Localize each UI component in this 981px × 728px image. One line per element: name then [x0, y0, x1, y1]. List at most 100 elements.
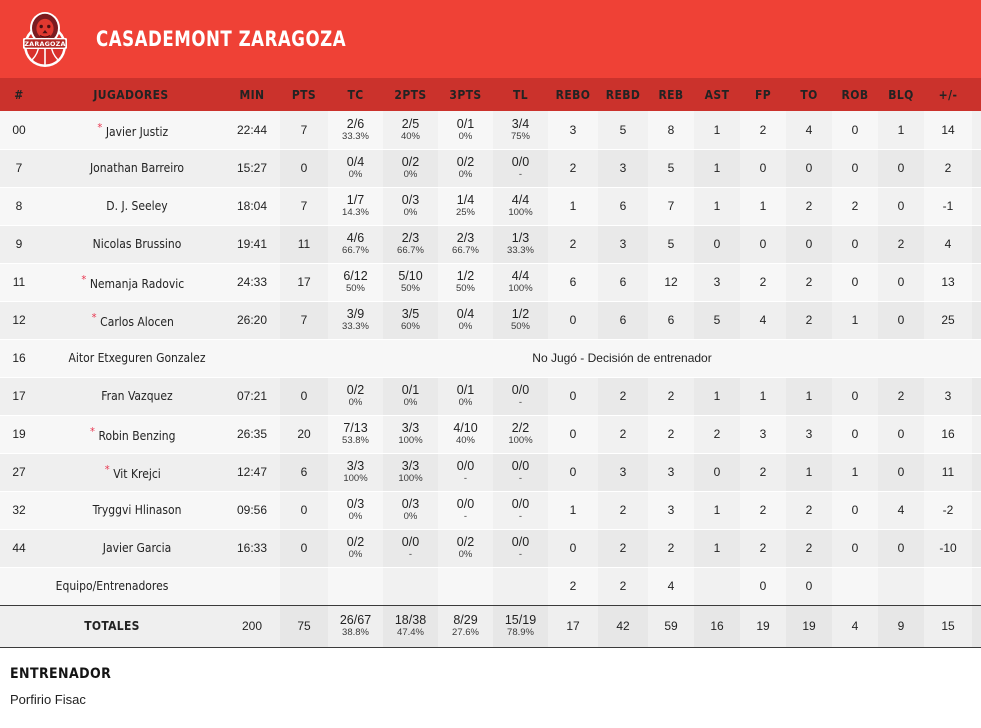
col-header-2pts[interactable]: 2PTS — [394, 87, 427, 102]
cell-player-name[interactable]: Jonathan Barreiro — [38, 149, 224, 188]
cell-eff: 10 — [972, 301, 981, 340]
cell-dnp-reason: No Jugó - Decisión de entrenador — [224, 339, 981, 378]
cell-ast: 1 — [694, 149, 740, 188]
cell-player-number: 11 — [0, 263, 38, 302]
cell-player-name[interactable]: Javier Garcia — [38, 529, 224, 568]
cell-p3: 0/2 0% — [438, 149, 493, 188]
table-row: 11 * Nemanja Radovic 24:33 17 6/12 50% 5/10 50% 1… — [0, 263, 981, 302]
cell-ast: 3 — [694, 263, 740, 302]
player-name-link[interactable]: Javier Justiz — [105, 124, 169, 139]
cell-rebd: 6 — [598, 187, 648, 226]
cell-rebd: 5 — [598, 111, 648, 150]
player-name-link[interactable]: D. J. Seeley — [106, 199, 168, 213]
cell-player-number: 16 — [0, 339, 38, 378]
cell-fp: 0 — [740, 225, 786, 264]
table-body: 00 * Javier Justiz 22:44 7 2/6 33.3% 2/5 40% 0/1 0… — [0, 111, 981, 648]
cell-blq: 0 — [878, 415, 924, 454]
cell-fp: 19 — [740, 605, 786, 648]
cell-rebo: 17 — [548, 605, 598, 648]
cell-min: 26:35 — [224, 415, 280, 454]
cell-eff: 2 — [972, 149, 981, 188]
col-header-plusminus[interactable]: +/- — [938, 87, 958, 102]
col-header-name[interactable]: JUGADORES — [93, 87, 169, 102]
cell-to: 0 — [786, 149, 832, 188]
cell-player-number: 7 — [0, 149, 38, 188]
table-header: # JUGADORES MIN PTS TC 2PTS 3PTS TL REBO… — [0, 78, 981, 111]
col-header-min[interactable]: MIN — [239, 87, 265, 102]
cell-tl: 0/0- — [493, 377, 548, 416]
cell-ast: 1 — [694, 187, 740, 226]
cell-tl: 0/0- — [493, 529, 548, 568]
totals-row: TOTALES 200 75 26/67 38.8% 18/38 47.4% 8/29 27.6… — [0, 605, 981, 648]
cell-p3: 4/10 40% — [438, 415, 493, 454]
cell-eff: -1 — [972, 529, 981, 568]
cell-rob: 0 — [832, 263, 878, 302]
cell-tc: 26/67 38.8% — [328, 605, 383, 648]
cell-pm: -2 — [924, 491, 972, 530]
cell-player-name[interactable]: * Nemanja Radovic — [38, 263, 224, 302]
player-name-link[interactable]: Robin Benzing — [98, 429, 176, 443]
cell-player-number: 9 — [0, 225, 38, 264]
player-name-link[interactable]: Fran Vazquez — [101, 389, 173, 403]
cell-fp: 0 — [740, 566, 786, 606]
player-name-link[interactable]: Carlos Alocen — [100, 315, 174, 329]
player-name-link[interactable]: Nicolas Brussino — [92, 237, 182, 251]
player-name-link[interactable]: Nemanja Radovic — [89, 277, 185, 291]
col-header-rebd[interactable]: REBD — [605, 87, 641, 102]
col-header-tc[interactable]: TC — [347, 87, 364, 102]
player-name-link[interactable]: Javier Garcia — [102, 541, 172, 555]
col-header-reb[interactable]: REB — [658, 87, 684, 102]
cell-pts: 0 — [280, 529, 328, 568]
cell-pm: 14 — [924, 111, 972, 150]
cell-player-name[interactable]: Aitor Etxeguren Gonzalez — [38, 339, 224, 378]
cell-rebo: 0 — [548, 377, 598, 416]
cell-pts: 6 — [280, 453, 328, 492]
cell-rebo: 1 — [548, 491, 598, 530]
cell-player-name[interactable]: * Robin Benzing — [38, 415, 224, 454]
cell-player-name[interactable]: D. J. Seeley — [38, 187, 224, 226]
cell-player-number: 17 — [0, 377, 38, 416]
cell-pm: 4 — [924, 225, 972, 264]
col-header-eff[interactable]: EFF — [972, 78, 981, 111]
col-header-fp[interactable]: FP — [754, 87, 772, 102]
cell-pm: -1 — [924, 187, 972, 226]
cell-to: 19 — [786, 605, 832, 648]
player-name-link[interactable]: Aitor Etxeguren Gonzalez — [68, 351, 206, 365]
cell-pts: 0 — [280, 491, 328, 530]
cell-to: 2 — [786, 529, 832, 568]
col-header-num[interactable]: # — [14, 87, 24, 102]
cell-reb: 3 — [648, 491, 694, 530]
table-row: 7 Jonathan Barreiro 15:27 0 0/4 0% 0/2 0% 0/2 0% 0… — [0, 149, 981, 188]
cell-tc: 6/12 50% — [328, 263, 383, 302]
cell-blq: 2 — [878, 225, 924, 264]
cell-player-name[interactable]: * Vit Krejci — [38, 453, 224, 492]
cell-ast: 16 — [694, 605, 740, 648]
cell-fp: 2 — [740, 111, 786, 150]
cell-rebd: 2 — [598, 566, 648, 606]
cell-to: 1 — [786, 453, 832, 492]
cell-player-name[interactable]: * Carlos Alocen — [38, 301, 224, 340]
player-name-link[interactable]: Vit Krejci — [113, 467, 161, 481]
cell-player-name[interactable]: * Javier Justiz — [38, 111, 224, 150]
col-header-pts[interactable]: PTS — [291, 87, 317, 102]
col-header-rebo[interactable]: REBO — [555, 87, 591, 102]
col-header-tl[interactable]: TL — [512, 87, 529, 102]
cell-p2 — [383, 566, 438, 606]
cell-rob: 2 — [832, 187, 878, 226]
cell-blq: 1 — [878, 111, 924, 150]
cell-rob: 0 — [832, 529, 878, 568]
cell-blq: 0 — [878, 263, 924, 302]
col-header-3pts[interactable]: 3PTS — [449, 87, 482, 102]
cell-pm: 16 — [924, 415, 972, 454]
player-name-link[interactable]: Jonathan Barreiro — [89, 161, 185, 175]
player-name-link[interactable]: Tryggvi Hlinason — [92, 503, 182, 517]
cell-min: 15:27 — [224, 149, 280, 188]
col-header-to[interactable]: TO — [800, 87, 818, 102]
cell-player-name[interactable]: Nicolas Brussino — [38, 225, 224, 264]
col-header-blq[interactable]: BLQ — [888, 87, 914, 102]
col-header-rob[interactable]: ROB — [841, 87, 869, 102]
cell-player-name[interactable]: Fran Vazquez — [38, 377, 224, 416]
col-header-ast[interactable]: AST — [704, 87, 730, 102]
cell-player-name[interactable]: Tryggvi Hlinason — [38, 491, 224, 530]
table-row: 44 Javier Garcia 16:33 0 0/2 0% 0/0-0/2 0% 0/0-0… — [0, 529, 981, 568]
